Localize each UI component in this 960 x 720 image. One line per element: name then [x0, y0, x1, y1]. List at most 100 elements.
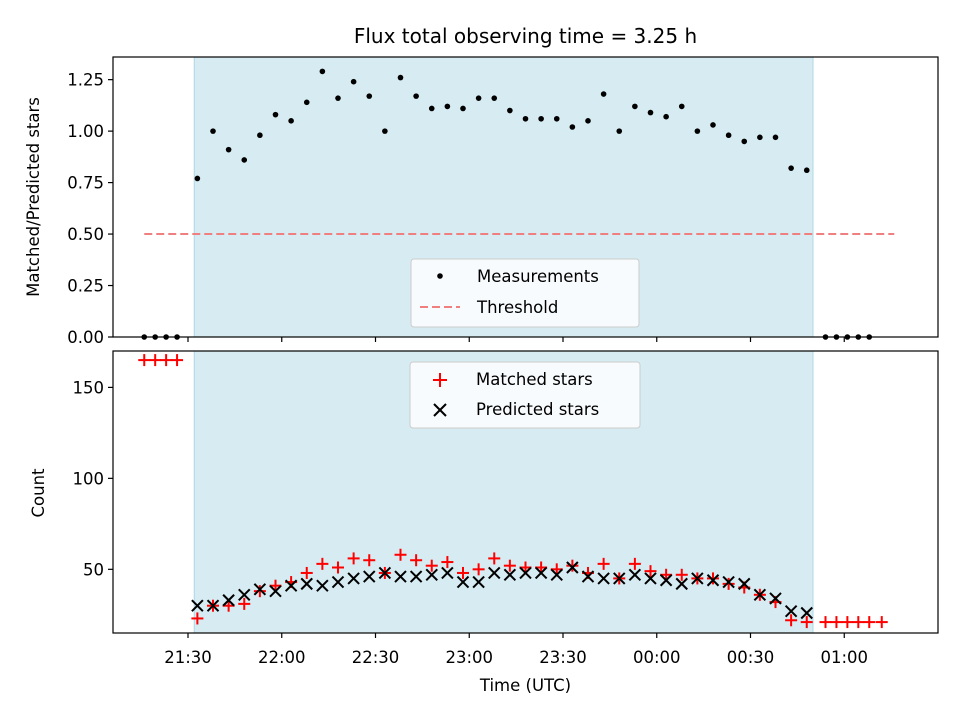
predicted-star-point: [409, 570, 423, 583]
top-plot-frame: [112, 56, 939, 338]
bottom-panel: 50 100 150 21:30 22:00 22:30 23:00 23:30 00:00 0…: [29, 350, 939, 695]
predicted-star-point: [519, 566, 532, 580]
bottom-x-tick-label: 21:30: [164, 648, 212, 667]
bottom-y-axis: 50 100 150: [73, 378, 113, 579]
predicted-star-point: [550, 568, 563, 581]
bottom-x-tick-label: 01:00: [820, 648, 868, 667]
predicted-star-point: [347, 572, 360, 585]
top-y-tick-label: 0.25: [67, 277, 104, 296]
measurement-point: [257, 132, 263, 139]
top-y-tick-label: 0.50: [67, 225, 104, 244]
legend-measurements-label: Measurements: [477, 267, 599, 286]
legend-predicted-label: Predicted stars: [476, 400, 599, 419]
matched-star-point: [269, 579, 282, 592]
predicted-star-point: [691, 572, 704, 585]
matched-star-point: [852, 616, 865, 629]
measurement-point: [710, 122, 716, 128]
bottom-x-tick-label: 00:30: [727, 648, 775, 667]
bottom-x-tick-label: 23:00: [445, 648, 493, 667]
measurement-point: [210, 128, 216, 134]
matched-star-point: [841, 616, 854, 629]
bottom-y-tick-label: 150: [73, 378, 105, 397]
measurement-point: [303, 99, 310, 106]
predicted-star-point: [222, 594, 235, 607]
matched-star-point: [819, 616, 832, 629]
bottom-x-axis: 21:30 22:00 22:30 23:00 23:30 00:00 00:30 01:00: [164, 633, 868, 667]
measurement-point: [585, 118, 591, 124]
measurement-point: [694, 128, 701, 134]
top-panel: 0.00 0.25 0.50 0.75 1.00 1.25 Flux total obse…: [24, 24, 939, 347]
predicted-star-point: [581, 570, 595, 583]
measurement-point: [647, 109, 654, 116]
matched-star-point: [566, 559, 579, 572]
predicted-star-point: [472, 575, 485, 589]
matched-star-point: [457, 566, 469, 579]
bottom-y-tick-label: 50: [83, 560, 104, 579]
measurement-point: [288, 118, 294, 124]
matched-star-point: [253, 585, 266, 598]
bottom-legend: Matched stars Predicted stars: [409, 361, 641, 429]
matched-star-point: [503, 559, 516, 572]
matched-star-point: [441, 556, 454, 569]
measurement-point: [788, 165, 794, 171]
predicted-star-point: [613, 572, 626, 585]
measurement-point: [616, 128, 623, 134]
matched-star-point: [488, 552, 501, 565]
bottom-x-axis-label: Time (UTC): [479, 676, 571, 695]
matched-star-point: [300, 566, 313, 579]
matched-star-point: [138, 354, 151, 367]
predicted-star-point: [269, 584, 282, 598]
top-y-tick-label: 1.25: [67, 71, 104, 90]
top-legend: Measurements Threshold: [410, 258, 640, 328]
predicted-star-point: [738, 577, 751, 591]
predicted-star-point: [784, 604, 798, 618]
matched-star-point: [191, 612, 204, 625]
predicted-star-point: [441, 566, 454, 580]
predicted-star-point: [800, 606, 813, 620]
bottom-y-axis-label: Count: [29, 468, 48, 518]
measurement-point: [632, 103, 638, 110]
measurement-point: [350, 78, 357, 85]
measurement-point: [319, 68, 326, 75]
measurement-point: [225, 146, 232, 153]
predicted-star-point: [456, 575, 470, 589]
top-y-axis: 0.00 0.25 0.50 0.75 1.00 1.25: [67, 71, 113, 347]
predicted-star-point: [628, 568, 642, 581]
measurement-point: [335, 95, 341, 101]
predicted-star-point: [706, 574, 720, 587]
measurement-point: [428, 105, 435, 112]
matched-star-point: [425, 559, 438, 572]
matched-star-point: [628, 557, 641, 570]
legend-matched-marker: [433, 373, 447, 387]
measurement-point: [663, 113, 669, 120]
measurement-point: [553, 115, 560, 122]
predicted-star-point: [769, 592, 782, 605]
matched-star-point: [535, 561, 548, 574]
predicted-star-point: [675, 577, 688, 591]
measurement-point: [757, 134, 763, 141]
bottom-plot-frame: [112, 350, 939, 634]
predicted-star-point: [238, 588, 251, 602]
measurement-point: [413, 93, 419, 99]
matched-star-point: [800, 616, 813, 629]
measurement-point: [772, 134, 779, 141]
predicted-star-point: [206, 599, 220, 612]
bottom-x-tick-label: 22:00: [258, 648, 306, 667]
top-y-tick-label: 0.00: [67, 328, 104, 347]
top-y-tick-label: 1.00: [67, 122, 104, 141]
measurement-point: [272, 111, 279, 118]
predicted-star-point: [363, 570, 376, 583]
predicted-star-point: [378, 566, 392, 580]
predicted-star-point: [284, 579, 298, 592]
predicted-star-point: [566, 561, 579, 574]
measurement-point: [241, 157, 248, 163]
measurement-point: [803, 167, 810, 174]
predicted-star-point: [503, 568, 517, 581]
measurement-point: [366, 93, 373, 99]
predicted-stars-points: [191, 561, 813, 620]
matched-star-point: [597, 557, 610, 570]
predicted-star-point: [597, 572, 610, 585]
predicted-star-point: [316, 579, 329, 592]
predicted-star-point: [253, 583, 267, 596]
